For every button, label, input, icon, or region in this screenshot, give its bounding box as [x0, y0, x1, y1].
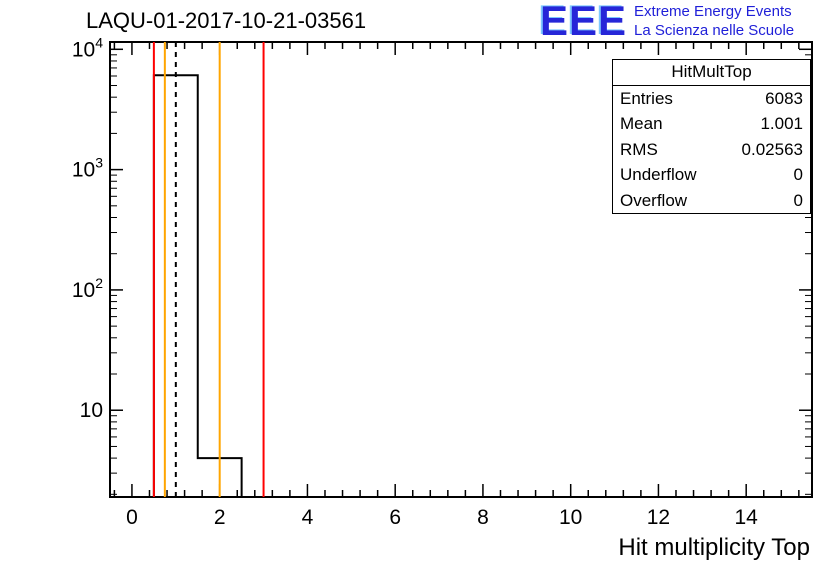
eee-logo-text: EEE — [540, 0, 628, 44]
stats-row-overflow: Overflow 0 — [613, 188, 810, 213]
y-tick-label: 102 — [72, 275, 103, 302]
stats-label: Underflow — [620, 165, 697, 185]
plot-frame — [109, 41, 813, 498]
stats-title: HitMultTop — [613, 60, 810, 86]
x-tick-label: 8 — [477, 506, 489, 529]
stats-label: Mean — [620, 114, 663, 134]
x-tick-label: 2 — [214, 506, 226, 529]
y-axis: 10 102 103 104 — [72, 34, 812, 495]
eee-logo: EEE Extreme Energy Events La Scienza nel… — [540, 0, 794, 44]
stats-row-underflow: Underflow 0 — [613, 162, 810, 187]
stats-label: Entries — [620, 89, 673, 108]
stats-value: 0.02563 — [741, 139, 803, 159]
stats-row-entries: Entries 6083 — [613, 86, 810, 111]
eee-logo-line2: La Scienza nelle Scuole — [634, 21, 795, 39]
stats-row-rms: RMS 0.02563 — [613, 137, 810, 162]
histogram-path — [152, 74, 243, 497]
stats-value: 0 — [793, 190, 803, 210]
stats-box: HitMultTop Entries 6083 Mean 1.001 RMS 0… — [612, 59, 811, 215]
stats-value: 1.001 — [760, 114, 803, 134]
stats-label: Overflow — [620, 190, 688, 210]
stats-label: RMS — [620, 139, 658, 159]
stats-value: 6083 — [765, 89, 803, 108]
y-tick-label: 103 — [72, 155, 103, 182]
x-tick-label: 0 — [126, 506, 138, 529]
plot-title: LAQU-01-2017-10-21-03561 — [86, 8, 367, 33]
x-axis-title: Hit multiplicity Top — [618, 534, 810, 561]
stats-value: 0 — [793, 165, 803, 185]
x-tick-label: 6 — [389, 506, 401, 529]
x-tick-label: 12 — [647, 506, 670, 529]
eee-logo-line1: Extreme Energy Events — [634, 3, 792, 20]
y-tick-label: 104 — [72, 34, 103, 61]
eee-logo-subtitle: Extreme Energy Events La Scienza nelle S… — [634, 3, 794, 41]
x-tick-label: 14 — [735, 506, 759, 529]
stats-row-mean: Mean 1.001 — [613, 111, 810, 136]
y-tick-label: 10 — [80, 399, 103, 422]
x-tick-label: 10 — [559, 506, 582, 529]
x-tick-label: 4 — [302, 506, 314, 529]
